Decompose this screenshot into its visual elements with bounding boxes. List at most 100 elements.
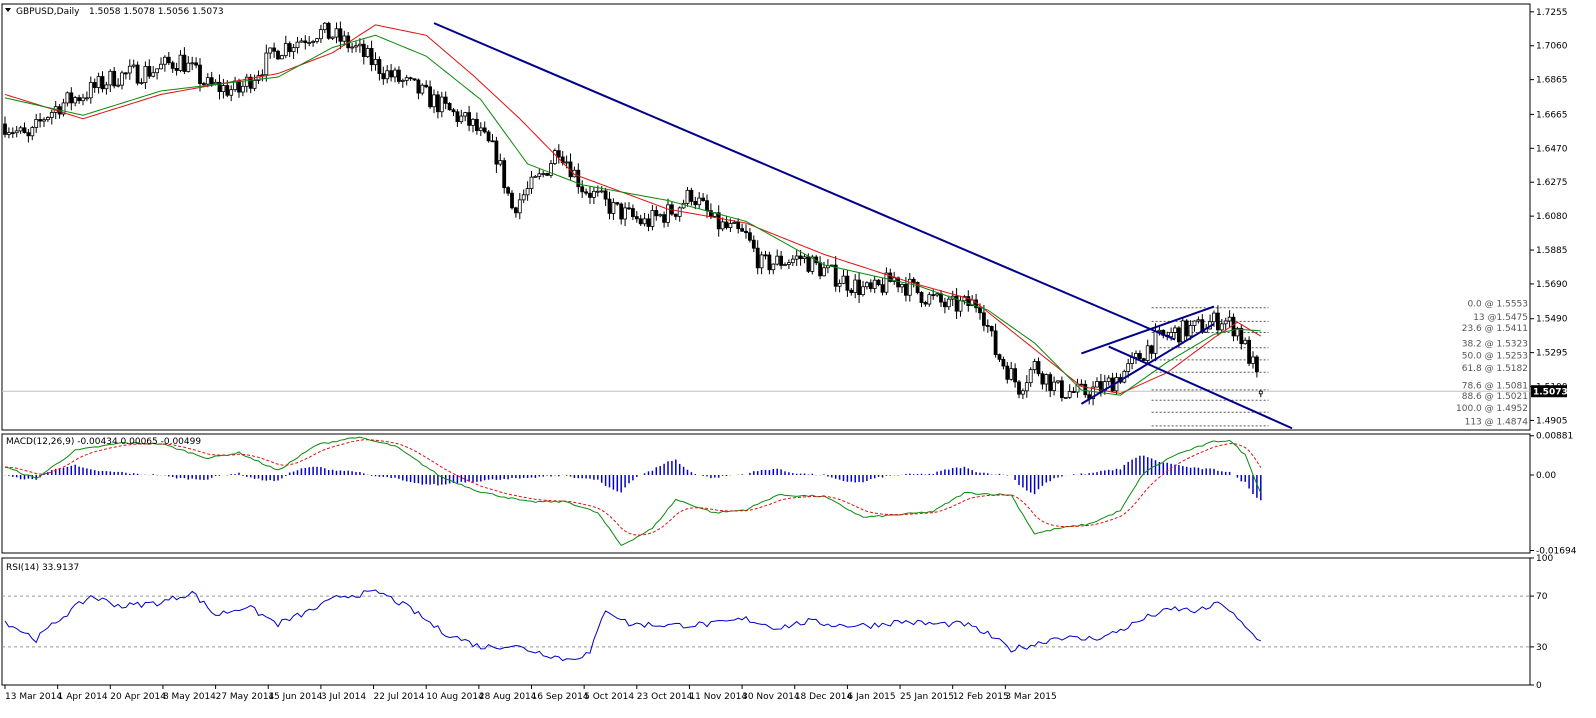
candle-body	[1079, 383, 1084, 386]
candle-body	[549, 163, 553, 176]
candle-body	[30, 127, 35, 137]
price-tick-label: 1.6865	[1536, 76, 1568, 86]
candle-body	[1212, 312, 1216, 323]
candle-body	[1149, 345, 1154, 354]
candle-body	[576, 169, 581, 188]
x-tick-label: 1 Apr 2014	[58, 692, 108, 702]
candle-body	[510, 192, 514, 209]
candle-body	[443, 96, 448, 104]
candle-body	[989, 326, 994, 332]
x-tick-label: 3 Jul 2014	[321, 692, 366, 702]
candle-body	[537, 173, 542, 177]
candle-body	[244, 76, 249, 87]
candle-body	[627, 207, 631, 210]
candle-body	[654, 210, 659, 217]
candle-body	[291, 47, 296, 53]
candle-body	[794, 255, 799, 260]
candle-body	[190, 62, 195, 65]
candle-body	[240, 85, 245, 93]
candle-body	[748, 232, 752, 241]
candle-body	[7, 132, 11, 135]
candle-body	[322, 22, 327, 31]
candle-body	[420, 84, 425, 94]
candle-body	[486, 131, 491, 142]
candle-body	[1040, 373, 1045, 385]
candle-body	[1145, 345, 1150, 361]
candle-body	[861, 286, 865, 295]
candle-body	[607, 198, 612, 214]
macd-tick-label: 0.00881	[1536, 432, 1573, 442]
candle-body	[447, 103, 452, 111]
candle-body	[919, 292, 924, 303]
x-tick-label: 22 Jul 2014	[374, 692, 425, 702]
candle-body	[946, 298, 951, 308]
candle-body	[798, 255, 803, 260]
candle-body	[1258, 390, 1263, 395]
candle-body	[400, 79, 405, 82]
candle-body	[315, 38, 319, 42]
candle-body	[237, 80, 241, 93]
macd-pane: 0.00881 0.00 -0.01694	[4, 432, 1577, 557]
candle-body	[588, 192, 592, 198]
candle-body	[533, 175, 538, 178]
candle-body	[868, 282, 873, 289]
candle-body	[982, 312, 986, 326]
candle-body	[112, 70, 117, 87]
macd-tick-label: 0.00	[1536, 471, 1556, 481]
candle-body	[724, 221, 729, 228]
candle-body	[147, 66, 152, 77]
candle-body	[260, 74, 265, 77]
candle-body	[623, 207, 627, 220]
candle-body	[853, 279, 858, 293]
candle-body	[689, 189, 694, 202]
rsi-line	[4, 589, 1261, 662]
candle-body	[131, 64, 136, 67]
candle-body	[478, 127, 483, 132]
candle-body	[69, 92, 74, 104]
candle-body	[553, 150, 557, 164]
x-tick-label: 20 Apr 2014	[110, 692, 166, 702]
candle-body	[350, 46, 355, 49]
candle-body	[455, 111, 460, 123]
candle-body	[1024, 382, 1029, 392]
candle-body	[904, 284, 908, 296]
candle-body	[736, 221, 741, 230]
macd-title: MACD(12,26,9) -0.00434 0.00065 -0.00499	[6, 437, 201, 447]
candle-body	[26, 132, 31, 137]
candle-body	[1239, 327, 1244, 345]
candle-body	[373, 59, 378, 66]
price-tick-label: 1.5885	[1536, 246, 1568, 256]
candle-body	[884, 272, 889, 293]
candle-body	[416, 79, 421, 94]
candle-body	[564, 161, 569, 164]
price-tick-label: 1.5295	[1536, 349, 1568, 359]
candle-body	[295, 41, 300, 49]
candle-body	[408, 77, 413, 80]
candle-body	[205, 77, 210, 85]
current-price-box	[1531, 385, 1567, 398]
candle-body	[759, 254, 764, 269]
fib-level-label: 78.6 @ 1.5081	[1462, 381, 1528, 391]
candle-body	[541, 173, 546, 175]
candle-body	[432, 94, 436, 108]
x-tick-label: 18 Dec 2014	[795, 692, 853, 702]
candle-body	[1044, 374, 1049, 385]
candle-body	[1017, 381, 1021, 395]
candle-body	[658, 214, 663, 217]
candle-body	[334, 28, 339, 38]
candle-body	[716, 212, 721, 230]
candle-body	[1141, 358, 1146, 361]
symbol-dropdown-icon[interactable]	[5, 8, 11, 12]
sma-fast-line	[4, 34, 1261, 396]
candle-body	[170, 62, 175, 69]
price-tick-label: 1.7060	[1536, 42, 1568, 52]
candle-body	[865, 282, 869, 288]
candle-body	[701, 197, 705, 202]
candle-body	[790, 258, 795, 264]
x-tick-label: 5 Oct 2014	[584, 692, 634, 702]
candle-body	[506, 187, 511, 194]
candle-body	[174, 68, 179, 71]
candle-body	[1052, 381, 1056, 391]
candle-body	[256, 75, 261, 81]
candle-body	[767, 254, 772, 271]
